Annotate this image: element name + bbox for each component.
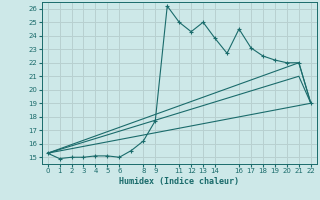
X-axis label: Humidex (Indice chaleur): Humidex (Indice chaleur)	[119, 177, 239, 186]
